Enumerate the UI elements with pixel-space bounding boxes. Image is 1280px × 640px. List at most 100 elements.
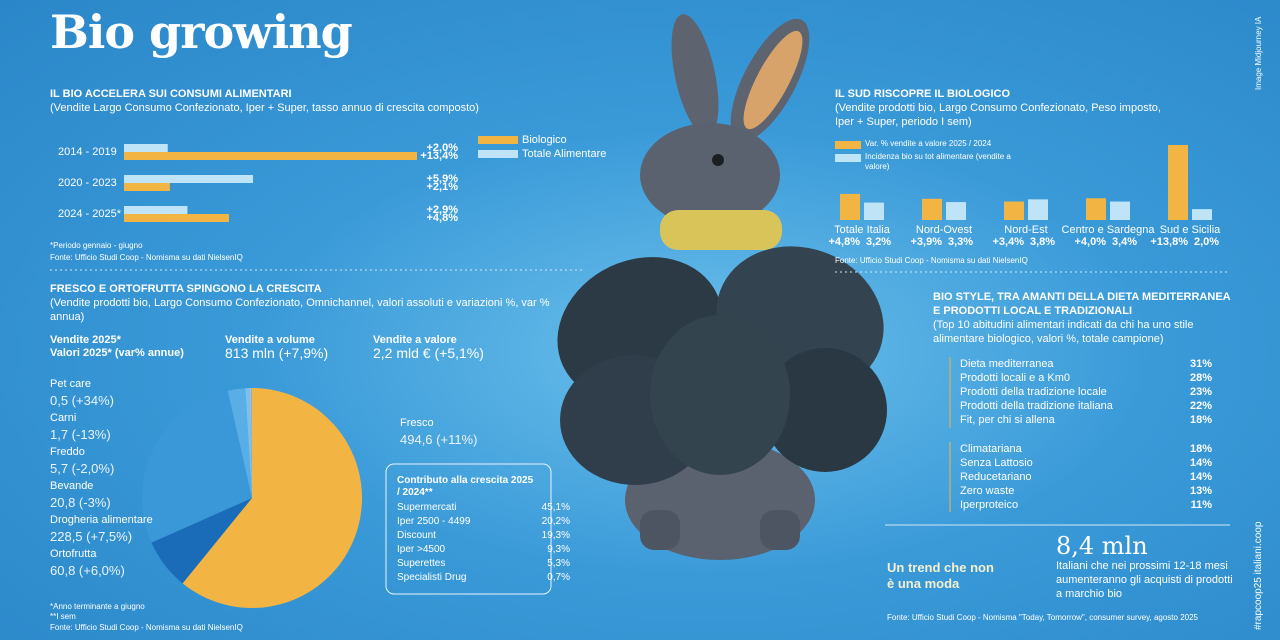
table-cell: 20,2% [541, 516, 570, 527]
side-tag: #rapcoop25 italiani.coop [1253, 521, 1264, 630]
value-label: +4,0% [1075, 236, 1107, 248]
value-label: +4,8% [427, 212, 459, 224]
section-subtitle: (Vendite prodotti bio, Largo Consumo Con… [835, 102, 1161, 128]
table-cell: Specialisti Drug [397, 572, 467, 583]
list-item: Prodotti della tradizione locale [960, 386, 1107, 398]
table-cell: Iper >4500 [397, 544, 446, 555]
note: **I sem [50, 612, 76, 621]
value-label: 228,5 (+7,5%) [50, 529, 133, 544]
category-label: Fresco [400, 417, 434, 429]
bar [840, 193, 860, 220]
value-label: 20,8 (-3%) [50, 495, 111, 510]
value-label: +13,8% [1150, 236, 1188, 248]
table-cell: 9,3% [547, 544, 570, 555]
list-item: Iperproteico [960, 499, 1019, 511]
bar [124, 144, 168, 152]
value-label: +3,9% [911, 236, 943, 248]
bar [124, 175, 254, 183]
legend-swatch [478, 150, 518, 158]
category-label: Bevande [50, 480, 94, 492]
note: *Periodo gennaio - giugno [50, 241, 143, 250]
value-label: +2,9% [427, 204, 459, 216]
value-label: +3,4% [993, 236, 1025, 248]
category-label: Freddo [50, 446, 85, 458]
list-value: 14% [1189, 471, 1212, 483]
bar [1086, 198, 1106, 220]
source: Fonte: Ufficio Studi Coop - Nomisma "Tod… [887, 613, 1198, 622]
list-value: 13% [1189, 485, 1212, 497]
bar [1192, 209, 1212, 220]
list-item: Reducetariano [960, 471, 1032, 483]
category-label: Pet care [50, 378, 91, 390]
credit: Image Midjourney IA [1254, 16, 1263, 90]
pie-slice [245, 388, 252, 498]
section-title: IL BIO ACCELERA SUI CONSUMI ALIMENTARI [50, 88, 292, 100]
list-item: Prodotti locali e a Km0 [960, 372, 1071, 384]
bar [124, 183, 170, 191]
bar [1028, 199, 1048, 220]
bar [1004, 201, 1024, 220]
value-label: 3,2% [866, 236, 891, 248]
list-item: Senza Lattosio [960, 457, 1033, 469]
bar [124, 152, 417, 160]
value-label: +2,0% [427, 142, 459, 154]
category-label: Centro e Sardegna [1062, 224, 1156, 236]
table-cell: 5,3% [547, 558, 570, 569]
note: *Anno terminante a giugno [50, 602, 145, 611]
table-title: Contributo alla crescita 2025 / 2024** [397, 475, 534, 498]
header: Vendite a valore [373, 334, 457, 346]
category-label: Nord-Est [1004, 224, 1047, 236]
value-label: 5,7 (-2,0%) [50, 461, 115, 476]
list-value: 28% [1189, 372, 1212, 384]
bar [946, 202, 966, 220]
pie-slice [182, 388, 363, 608]
bar [124, 206, 188, 214]
rabbit-illustration [557, 14, 887, 560]
pie-slice [250, 388, 252, 498]
section-title: FRESCO E ORTOFRUTTA SPINGONO LA CRESCITA [50, 283, 322, 295]
category-label: Totale Italia [834, 224, 891, 236]
table-cell: Superettes [397, 558, 446, 569]
category-label: Nord-Ovest [916, 224, 972, 236]
list-value: 23% [1189, 386, 1212, 398]
value-label: +13,4% [420, 150, 458, 162]
value-label: 494,6 (+11%) [400, 432, 478, 447]
header-value: 2,2 mld € (+5,1%) [373, 345, 484, 361]
value-label: +5,9% [427, 173, 459, 185]
trend-figure: 8,4 mln [1056, 532, 1148, 560]
list-value: 22% [1189, 400, 1212, 412]
trend-heading: Un trend che non è una moda [887, 560, 994, 591]
category-label: Sud e Sicilia [1160, 224, 1221, 236]
list-item: Zero waste [960, 485, 1015, 497]
page-title: Bio growing [50, 5, 353, 59]
bar [864, 202, 884, 220]
value-label: 1,7 (-13%) [50, 427, 111, 442]
list-item: Fit, per chi si allena [960, 414, 1055, 426]
table-cell: Supermercati [397, 502, 457, 513]
category-label: Drogheria alimentare [50, 514, 153, 526]
trend-text: Italiani che nei prossimi 12-18 mesi aum… [1056, 560, 1233, 600]
table-cell: 0,7% [547, 572, 570, 583]
pie-slice [227, 388, 252, 498]
category-label: 2024 - 2025* [58, 208, 122, 220]
list-item: Prodotti della tradizione italiana [960, 400, 1113, 412]
value-label: 3,8% [1030, 236, 1055, 248]
list-value: 31% [1189, 358, 1212, 370]
source: Fonte: Ufficio Studi Coop - Nomisma su d… [50, 623, 243, 632]
list-item: Climatariana [960, 443, 1022, 455]
value-label: +2,1% [427, 181, 459, 193]
legend-label: Biologico [522, 134, 567, 146]
category-label: 2014 - 2019 [58, 146, 117, 158]
source: Fonte: Ufficio Studi Coop - Nomisma su d… [835, 256, 1028, 265]
list-value: 14% [1189, 457, 1212, 469]
category-label: Carni [50, 412, 77, 424]
table-cell: 45,1% [541, 502, 570, 513]
source: Fonte: Ufficio Studi Coop - Nomisma su d… [50, 253, 243, 262]
header: Vendite a volume [225, 334, 315, 346]
table-cell: 19,3% [541, 530, 570, 541]
value-label: 60,8 (+6,0%) [50, 563, 125, 578]
section-subtitle: (Vendite Largo Consumo Confezionato, Ipe… [50, 102, 479, 114]
section-subtitle: (Vendite prodotti bio, Largo Consumo Con… [50, 297, 550, 323]
list-item: Dieta mediterranea [960, 358, 1054, 370]
